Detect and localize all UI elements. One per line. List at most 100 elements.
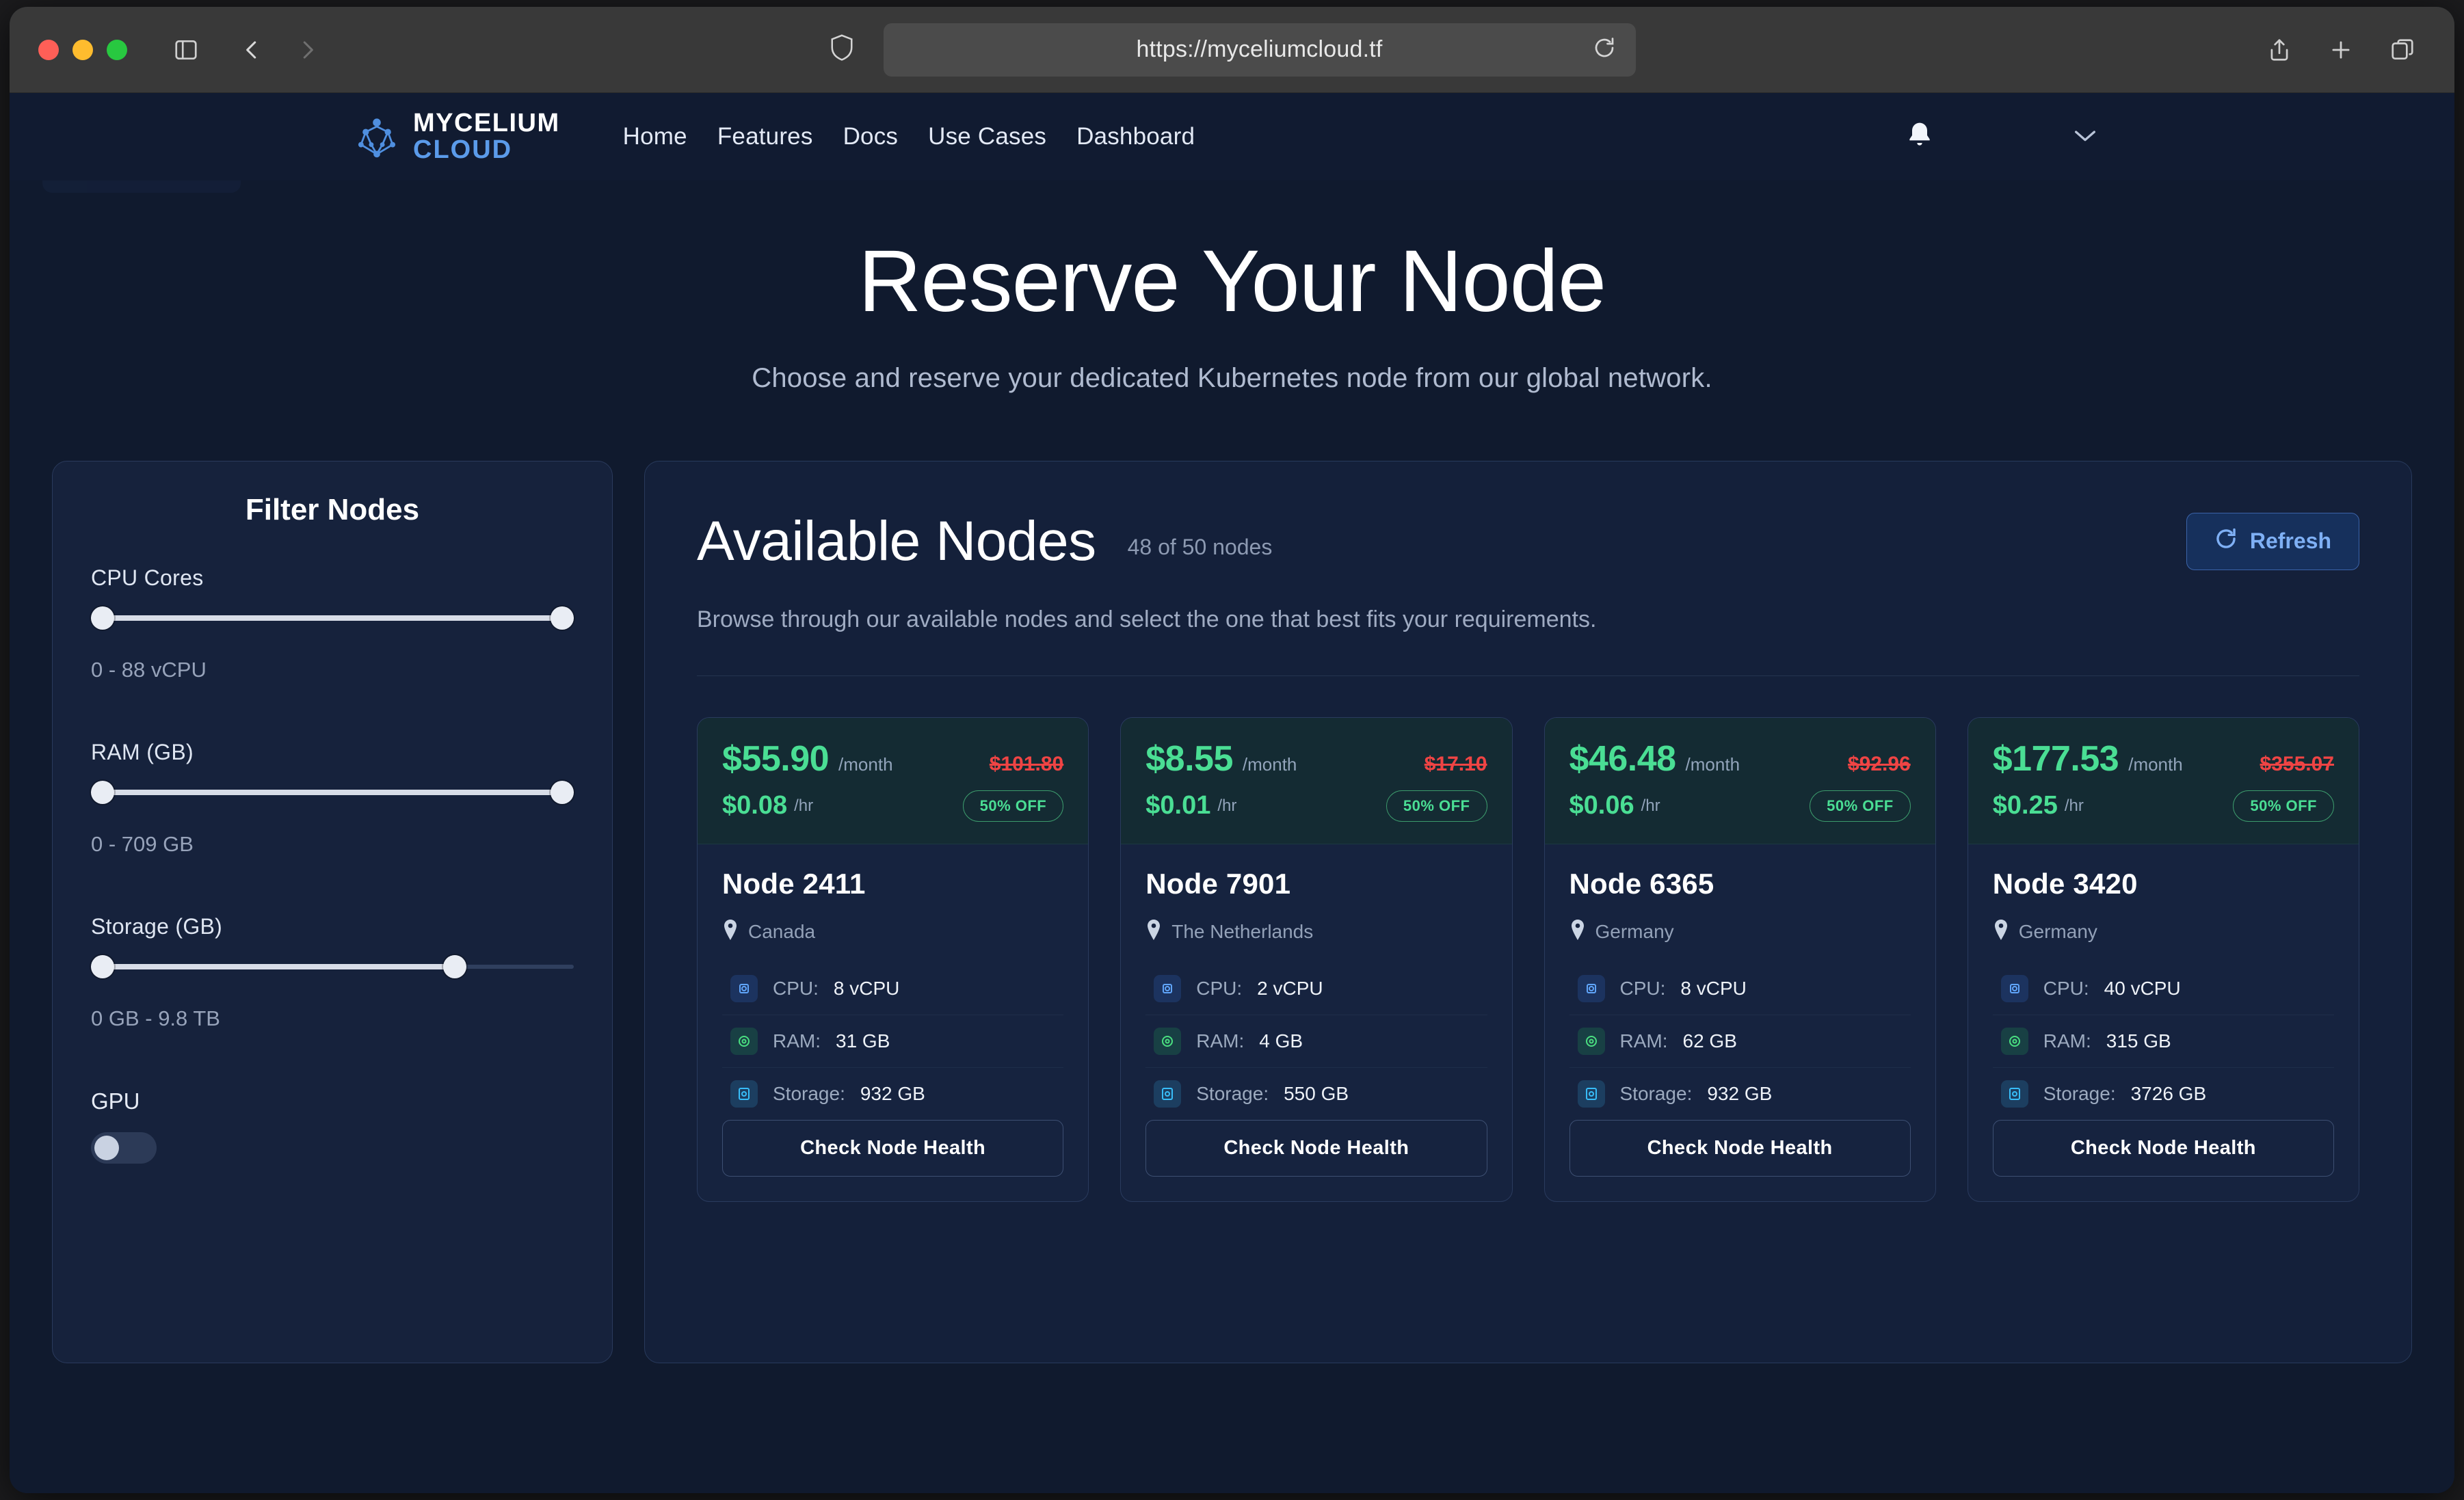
- share-icon[interactable]: [2260, 31, 2299, 69]
- main-content: Filter Nodes CPU Cores 0 - 88 vCPU RAM (…: [10, 394, 2454, 1363]
- cpu-icon: [2000, 974, 2028, 1002]
- node-card-price-header: $55.90 /month $101.80 $0.08 /hr 50% OFF: [698, 717, 1089, 844]
- discount-badge: 50% OFF: [1386, 790, 1487, 822]
- nodes-header: Available Nodes 48 of 50 nodes Refresh: [697, 509, 2359, 574]
- logo-text-line1: MYCELIUM: [413, 109, 560, 138]
- node-spec-list: CPU: 40 vCPU RAM: 315 GB: [1992, 963, 2334, 1120]
- ram-range-slider[interactable]: [91, 780, 574, 805]
- node-card[interactable]: $8.55 /month $17.10 $0.01 /hr 50% OFF: [1120, 716, 1513, 1202]
- node-location: Germany: [1993, 919, 2334, 945]
- check-node-health-button[interactable]: Check Node Health: [1992, 1119, 2334, 1177]
- price-monthly-unit: /month: [1242, 753, 1297, 775]
- close-window-button[interactable]: [38, 39, 59, 60]
- nav-link-features[interactable]: Features: [717, 123, 813, 150]
- refresh-button[interactable]: Refresh: [2186, 512, 2359, 570]
- price-original: $17.10: [1424, 752, 1487, 775]
- node-location: Germany: [1569, 919, 1911, 945]
- ram-icon: [730, 1027, 758, 1055]
- shield-icon[interactable]: [829, 33, 855, 66]
- spec-cpu-value: 2 vCPU: [1257, 977, 1323, 999]
- price-monthly-unit: /month: [838, 753, 893, 775]
- bell-icon[interactable]: [1905, 120, 1935, 154]
- node-card[interactable]: $55.90 /month $101.80 $0.08 /hr 50% OFF: [697, 716, 1089, 1202]
- nav-link-docs[interactable]: Docs: [843, 123, 899, 150]
- filter-label-storage: Storage (GB): [91, 913, 223, 939]
- price-hourly-unit: /hr: [2064, 796, 2084, 815]
- check-node-health-button[interactable]: Check Node Health: [722, 1119, 1064, 1177]
- price-hourly: $0.08: [722, 791, 788, 820]
- node-card-price-header: $46.48 /month $92.96 $0.06 /hr 50% OFF: [1544, 717, 1935, 844]
- nodes-section-description: Browse through our available nodes and s…: [697, 606, 1597, 632]
- nav-link-dashboard[interactable]: Dashboard: [1076, 123, 1195, 150]
- spec-cpu: CPU: 8 vCPU: [722, 963, 1064, 1015]
- minimize-window-button[interactable]: [72, 39, 93, 60]
- nav-link-home[interactable]: Home: [622, 123, 687, 150]
- storage-icon: [730, 1080, 758, 1108]
- price-monthly-unit: /month: [2128, 753, 2183, 775]
- forward-arrow-icon[interactable]: [289, 31, 327, 69]
- node-card-body: Node 6365 Germany CPU:: [1545, 844, 1935, 1201]
- spec-cpu: CPU: 40 vCPU: [1992, 963, 2334, 1015]
- spec-cpu-label: CPU:: [1619, 977, 1666, 999]
- filter-group-ram: RAM (GB) 0 - 709 GB: [91, 740, 574, 857]
- address-bar-group[interactable]: https://myceliumcloud.tf: [829, 23, 1636, 77]
- filter-group-gpu: GPU: [91, 1088, 574, 1164]
- check-node-health-button[interactable]: Check Node Health: [1569, 1119, 1911, 1177]
- storage-slider-knob-min[interactable]: [91, 954, 114, 978]
- logo-text-line2: CLOUD: [413, 135, 513, 164]
- chevron-down-icon[interactable]: [2071, 126, 2099, 148]
- node-name: Node 3420: [1992, 867, 2138, 900]
- spec-storage: Storage: 932 GB: [1569, 1068, 1911, 1120]
- spec-cpu-label: CPU:: [773, 977, 819, 999]
- node-card[interactable]: $46.48 /month $92.96 $0.06 /hr 50% OFF: [1544, 716, 1936, 1202]
- price-monthly: $8.55: [1145, 738, 1233, 779]
- node-spec-list: CPU: 2 vCPU RAM: 4 GB: [1145, 963, 1487, 1120]
- plus-icon[interactable]: [2322, 31, 2360, 69]
- navbar-links: Home Features Docs Use Cases Dashboard: [622, 119, 1196, 155]
- spec-storage-label: Storage:: [1196, 1082, 1269, 1104]
- spec-cpu-label: CPU:: [2043, 977, 2089, 999]
- ram-slider-knob-max[interactable]: [551, 780, 574, 804]
- spec-ram-value: 315 GB: [2106, 1030, 2171, 1052]
- cpu-icon: [1577, 974, 1605, 1002]
- back-arrow-icon[interactable]: [233, 31, 271, 69]
- node-card[interactable]: $177.53 /month $355.07 $0.25 /hr 50% OFF: [1967, 716, 2359, 1202]
- storage-slider-knob-max[interactable]: [443, 954, 467, 978]
- filter-value-ram: 0 - 709 GB: [91, 831, 194, 856]
- node-location: The Netherlands: [1145, 919, 1487, 945]
- page-title: Reserve Your Node: [858, 232, 1606, 330]
- price-original: $101.80: [989, 752, 1064, 775]
- cpu-slider-knob-min[interactable]: [91, 606, 114, 630]
- price-original: $355.07: [2260, 752, 2334, 775]
- window-traffic-lights[interactable]: [38, 39, 127, 60]
- price-hourly-unit: /hr: [1217, 796, 1237, 815]
- price-monthly-unit: /month: [1685, 753, 1740, 775]
- navbar-right-group: [1905, 120, 2099, 154]
- sidebar-toggle-icon[interactable]: [167, 31, 205, 69]
- check-node-health-button[interactable]: Check Node Health: [1145, 1119, 1487, 1177]
- cpu-range-slider[interactable]: [91, 606, 574, 630]
- filter-label-ram: RAM (GB): [91, 739, 194, 764]
- site-navbar: MYCELIUM CLOUD Home Features Docs Use Ca…: [10, 93, 2454, 180]
- spec-ram: RAM: 4 GB: [1145, 1015, 1487, 1068]
- storage-range-slider[interactable]: [91, 954, 574, 979]
- reload-icon[interactable]: [1592, 36, 1617, 64]
- toolbar-right-group[interactable]: [2260, 31, 2422, 69]
- spec-storage: Storage: 3726 GB: [1993, 1068, 2334, 1120]
- tabs-overview-icon[interactable]: [2383, 31, 2422, 69]
- node-location-label: Germany: [1595, 921, 1674, 943]
- gpu-toggle-switch[interactable]: [91, 1131, 157, 1164]
- nav-link-use-cases[interactable]: Use Cases: [928, 123, 1047, 150]
- ram-slider-knob-min[interactable]: [91, 780, 114, 804]
- maximize-window-button[interactable]: [107, 39, 127, 60]
- url-text: https://myceliumcloud.tf: [1136, 36, 1383, 62]
- cpu-slider-knob-max[interactable]: [551, 606, 574, 630]
- node-name: Node 2411: [722, 867, 866, 900]
- site-logo[interactable]: MYCELIUM CLOUD: [352, 110, 560, 163]
- browser-nav-arrows[interactable]: [233, 31, 327, 69]
- location-pin-icon: [1145, 919, 1162, 945]
- address-bar[interactable]: https://myceliumcloud.tf: [883, 23, 1636, 77]
- spec-ram-label: RAM:: [773, 1030, 821, 1052]
- node-card-price-header: $8.55 /month $17.10 $0.01 /hr 50% OFF: [1121, 717, 1512, 844]
- node-card-body: Node 7901 The Netherlands CPU:: [1121, 844, 1511, 1201]
